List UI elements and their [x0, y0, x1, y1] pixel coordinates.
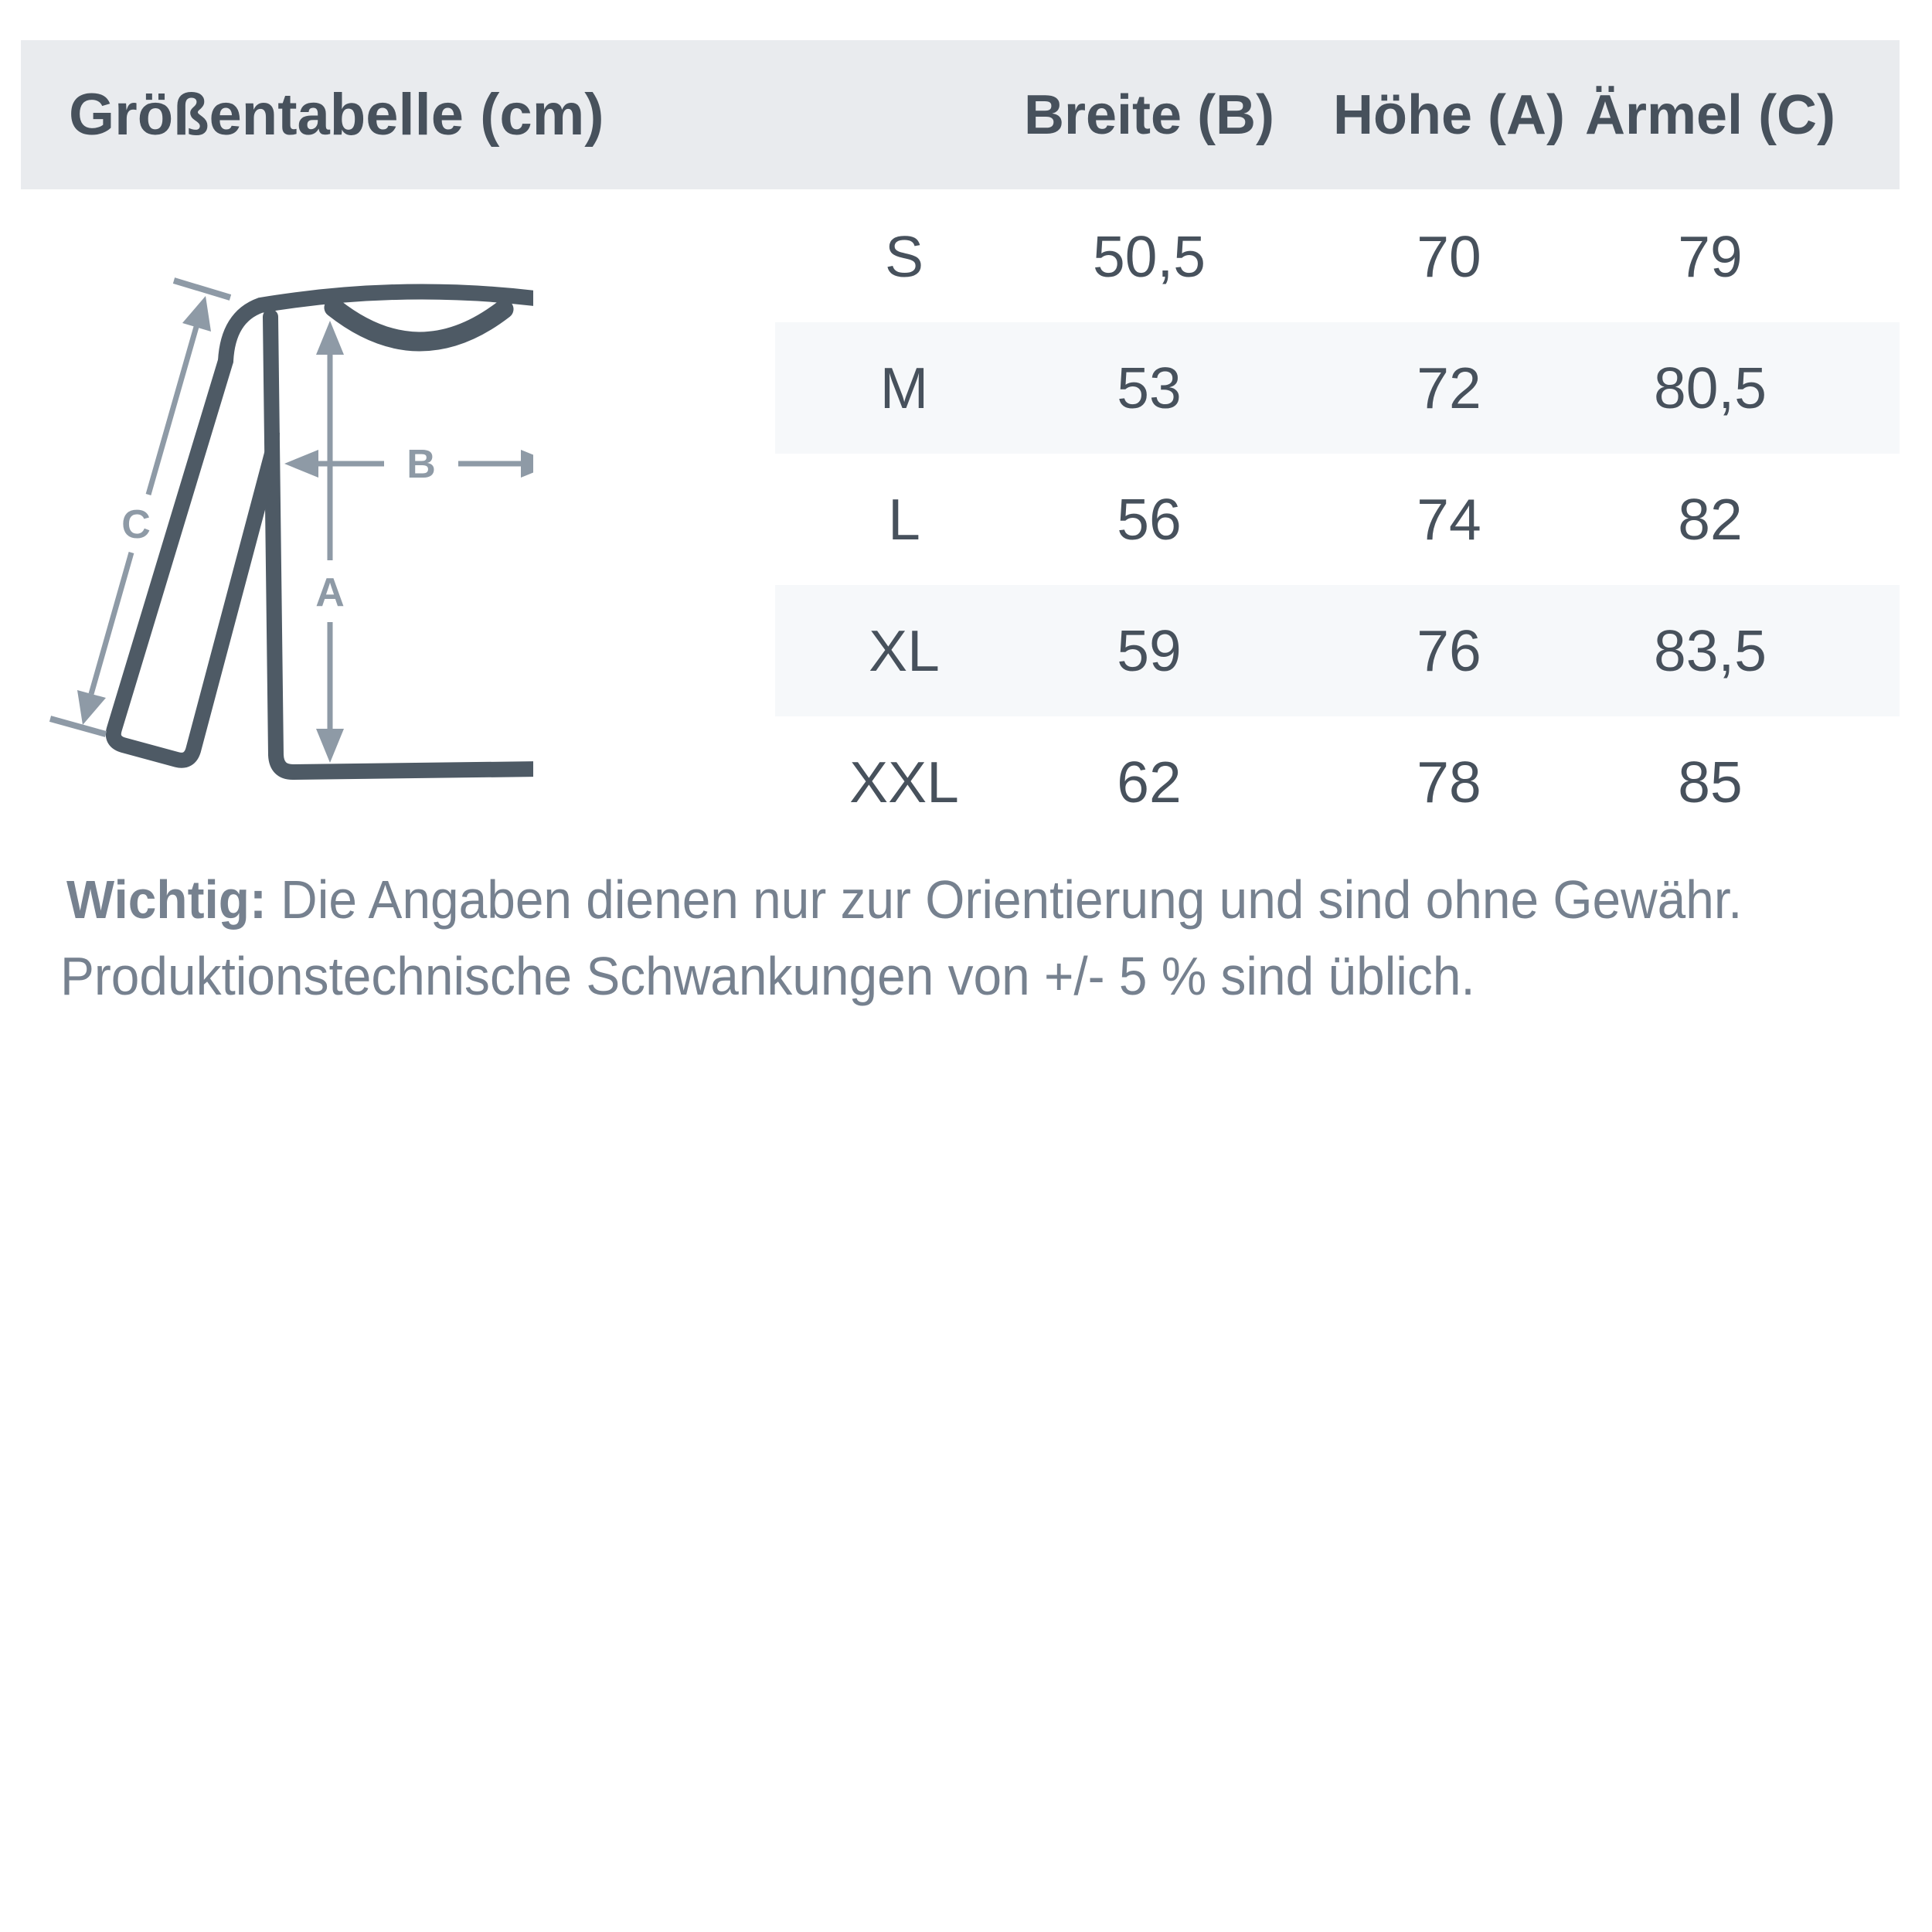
hoehe-value: 76 — [1417, 618, 1481, 683]
table-row-l: L 56 74 82 — [775, 454, 1900, 585]
breite-value: 56 — [1117, 487, 1182, 552]
aermel-value: 83,5 — [1654, 618, 1767, 683]
page-title: Größentabelle (cm) — [69, 82, 604, 148]
breite-value: 59 — [1117, 618, 1182, 683]
dim-label-b: B — [406, 442, 436, 487]
dim-c-shaft-top — [145, 326, 199, 495]
left-underarm-seam — [267, 433, 280, 526]
note-text-1: Die Angaben dienen nur zur Orientierung … — [266, 869, 1743, 930]
size-chart-header: Größentabelle (cm) Breite (B) Höhe (A) Ä… — [21, 40, 1900, 189]
column-header-aermel: Ärmel (C) — [1584, 83, 1836, 146]
garment-diagram: A B C — [49, 277, 533, 780]
note-label: Wichtig: — [66, 869, 267, 930]
dim-a-arrowhead-down — [316, 729, 344, 763]
dim-c-arrowhead-up — [182, 296, 211, 332]
dim-c-arrowhead-down — [77, 690, 106, 725]
left-sleeve-outline — [105, 353, 280, 768]
size-label: S — [884, 224, 924, 289]
dim-a-arrowhead-up — [316, 321, 344, 355]
dim-c-tick-bottom — [49, 716, 107, 737]
size-label: XXL — [849, 750, 959, 815]
hoehe-value: 74 — [1417, 487, 1481, 552]
shoulder-outline — [218, 284, 533, 369]
breite-value: 50,5 — [1093, 224, 1206, 289]
aermel-value: 80,5 — [1654, 355, 1767, 420]
collar-outline — [324, 298, 514, 352]
note-line-1: Wichtig: Die Angaben dienen nur zur Orie… — [66, 869, 1742, 930]
dim-b-arrowhead-left — [284, 450, 318, 478]
note-line-2: Produktionstechnische Schwankungen von +… — [60, 946, 1475, 1006]
table-row-m: M 53 72 80,5 — [775, 322, 1900, 454]
size-table: S 50,5 70 79 M 53 72 80,5 L 56 74 82 XL … — [775, 191, 1900, 848]
hoehe-value: 72 — [1417, 355, 1481, 420]
aermel-value: 85 — [1678, 750, 1743, 815]
dim-label-c: C — [121, 502, 151, 547]
breite-value: 62 — [1117, 750, 1182, 815]
aermel-value: 82 — [1678, 487, 1743, 552]
table-row-xl: XL 59 76 83,5 — [775, 585, 1900, 716]
column-header-breite: Breite (B) — [1023, 83, 1275, 146]
dim-b-arrowhead-right — [521, 450, 533, 478]
size-label: XL — [869, 618, 940, 683]
dim-label-a: A — [315, 570, 345, 615]
table-row-s: S 50,5 70 79 — [775, 191, 1900, 322]
hoehe-value: 78 — [1417, 750, 1481, 815]
size-label: L — [888, 487, 920, 552]
size-label: M — [879, 355, 929, 420]
dim-c-tick-top — [172, 277, 232, 301]
aermel-value: 79 — [1678, 224, 1743, 289]
column-header-hoehe: Höhe (A) — [1333, 83, 1565, 146]
table-row-xxl: XXL 62 78 85 — [775, 716, 1900, 848]
breite-value: 53 — [1117, 355, 1182, 420]
hoehe-value: 70 — [1417, 224, 1481, 289]
body-outline — [263, 309, 533, 780]
dim-c-shaft-bottom — [88, 552, 134, 695]
